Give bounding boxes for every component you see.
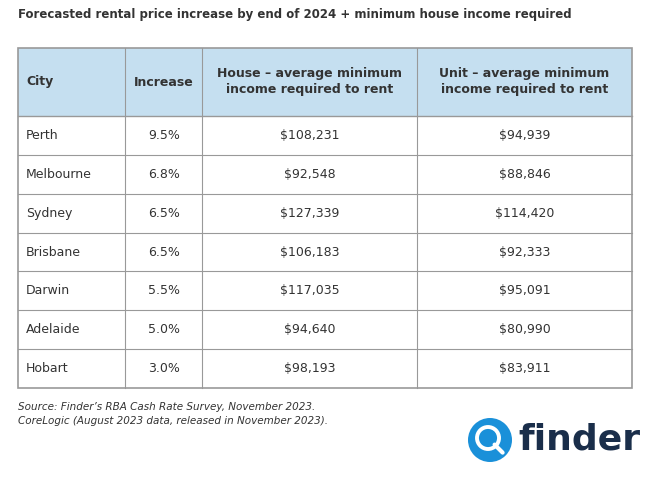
Text: Source: Finder’s RBA Cash Rate Survey, November 2023.: Source: Finder’s RBA Cash Rate Survey, N… (18, 402, 315, 412)
Text: Hobart: Hobart (26, 362, 69, 375)
Bar (18, 48, 632, 116)
Text: CoreLogic (August 2023 data, released in November 2023).: CoreLogic (August 2023 data, released in… (18, 416, 328, 426)
Text: 3.0%: 3.0% (148, 362, 180, 375)
Text: Unit – average minimum
income required to rent: Unit – average minimum income required t… (439, 67, 610, 97)
Text: $94,939: $94,939 (499, 129, 551, 142)
Text: 5.5%: 5.5% (148, 285, 180, 297)
Text: 6.5%: 6.5% (148, 206, 180, 220)
Circle shape (468, 418, 512, 462)
Text: Melbourne: Melbourne (26, 168, 92, 181)
Text: $98,193: $98,193 (284, 362, 335, 375)
Text: Adelaide: Adelaide (26, 323, 81, 336)
Text: House – average minimum
income required to rent: House – average minimum income required … (217, 67, 402, 97)
Text: 5.0%: 5.0% (148, 323, 180, 336)
Text: 9.5%: 9.5% (148, 129, 180, 142)
Text: Sydney: Sydney (26, 206, 72, 220)
Text: $127,339: $127,339 (280, 206, 339, 220)
Text: $95,091: $95,091 (499, 285, 551, 297)
Text: $88,846: $88,846 (499, 168, 551, 181)
Text: City: City (26, 76, 53, 88)
Text: $80,990: $80,990 (499, 323, 551, 336)
Text: 6.5%: 6.5% (148, 245, 180, 259)
Text: Darwin: Darwin (26, 285, 70, 297)
Text: 6.8%: 6.8% (148, 168, 180, 181)
Text: $83,911: $83,911 (499, 362, 551, 375)
Text: $117,035: $117,035 (280, 285, 339, 297)
Text: $114,420: $114,420 (495, 206, 554, 220)
Text: $94,640: $94,640 (284, 323, 335, 336)
Circle shape (486, 430, 495, 440)
Bar (18, 48, 632, 388)
Text: Forecasted rental price increase by end of 2024 + minimum house income required: Forecasted rental price increase by end … (18, 8, 571, 21)
Text: $106,183: $106,183 (280, 245, 339, 259)
Text: $108,231: $108,231 (280, 129, 339, 142)
Text: Brisbane: Brisbane (26, 245, 81, 259)
Text: Perth: Perth (26, 129, 58, 142)
Text: $92,548: $92,548 (284, 168, 335, 181)
Text: Increase: Increase (134, 76, 194, 88)
Text: finder: finder (518, 423, 640, 457)
Text: $92,333: $92,333 (499, 245, 551, 259)
